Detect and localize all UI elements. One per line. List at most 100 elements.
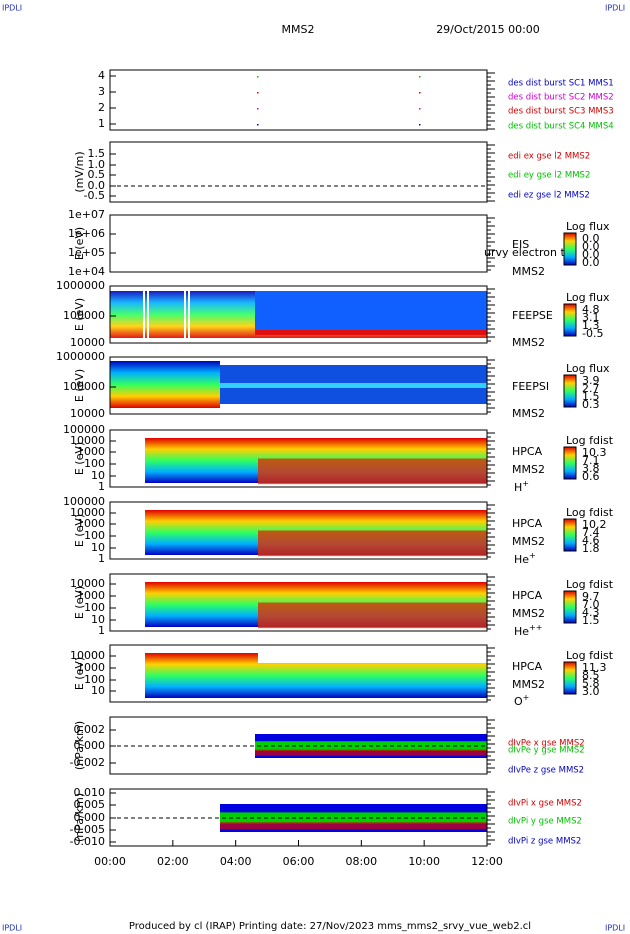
y-tick-label: 10000 [70,434,105,447]
y-tick-label: 1e+05 [68,246,105,259]
y-tick-label: 100 [84,673,105,686]
panel-frame [109,214,488,273]
y-tick-label: -0.010 [70,835,105,848]
y-tick-label: 0.5 [88,168,106,181]
burst-dot [419,124,421,126]
y-label: E (eV) [73,657,86,690]
x-tick-label: 08:00 [345,855,377,868]
instrument: HPCA [512,517,543,530]
cbar-title: Log flux [566,220,610,233]
legend-entry: edi ez gse l2 MMS2 [508,191,590,201]
y-tick-label: 1.5 [88,147,106,160]
instrument: EIS [512,238,529,251]
y-tick-label: -0.002 [70,756,105,769]
legend-entry: des dist burst SC4 MMS4 [508,122,614,132]
gap [143,291,145,338]
y-tick-label: 1000 [77,661,105,674]
corner-label: IPDLI [2,924,22,933]
spectrogram [258,602,487,629]
y-tick-label: 10 [91,684,105,697]
y-tick-label: 1e+04 [68,265,105,278]
legend-entry: dIvPe x gse MMS2 [508,739,585,749]
cbar-label: 7.1 [582,454,600,467]
y-tick-label: 100000 [63,309,105,322]
legend-entry: dIvPe z gse MMS2 [508,766,584,776]
y-tick-label: 100 [84,457,105,470]
instrument: HPCA [512,660,543,673]
cbar-label: 7.0 [582,598,600,611]
species-charge: + [522,479,529,488]
y-tick-label: 100000 [63,423,105,436]
x-tick-label: 10:00 [408,855,440,868]
legend-entry: des dist burst SC1 MMS1 [508,79,614,89]
spectrogram [258,649,487,663]
y-label: E (eV) [73,369,86,402]
legend-entry: dIvPe y gse MMS2 [508,746,585,756]
cbar-title: Log fdist [566,506,614,519]
spectrogram [258,530,487,557]
y-tick-label: 100000 [63,380,105,393]
y-tick-label: 0.0 [88,179,106,192]
cbar-label: 0.0 [582,232,600,245]
legend-entry: dIvPi y gse MMS2 [508,817,582,827]
panel-frame [109,573,488,632]
y-label: (mV/m) [73,151,86,192]
panel-frame [109,356,488,415]
mission: MMS2 [282,23,315,36]
y-tick-label: 1.0 [88,158,106,171]
corner-label: IPDLI [605,4,625,13]
cbar-title: Log flux [566,362,610,375]
cbar-label: 8.5 [582,669,600,682]
cbar-label: 1.3 [582,319,600,332]
x-tick-label: 02:00 [157,855,189,868]
y-tick-label: 10000 [70,407,105,420]
panel-frame [109,644,488,703]
y-label: E (eV) [73,586,86,619]
spectrogram [220,383,487,388]
y-tick-label: 10 [91,613,105,626]
y-tick-label: 1 [98,480,105,493]
trace [255,749,487,756]
y-tick-label: 1 [98,624,105,637]
cbar-label: 5.8 [582,677,600,690]
y-tick-label: 10000 [70,649,105,662]
species-charge: + [529,551,536,560]
x-tick-label: 04:00 [220,855,252,868]
species: He+ [514,551,536,567]
burst-dot [257,76,259,78]
burst-dot [419,92,421,94]
panel-frame [109,285,488,344]
cbar-label: 3.8 [582,462,600,475]
y-tick-label: 100 [84,529,105,542]
y-tick-label: 1000000 [56,350,105,363]
trace [220,822,487,830]
y-label: (nPa/km) [73,793,86,842]
spectrogram [110,361,220,408]
spectrogram [255,291,487,330]
footer: Produced by cl (IRAP) Printing date: 27/… [129,921,531,932]
colorbar [563,374,577,408]
burst-dot [257,124,259,126]
y-tick-label: 1000 [77,589,105,602]
colorbar [563,661,577,695]
y-tick-label: 10000 [70,577,105,590]
y-tick-label: 10 [91,541,105,554]
spacecraft: MMS2 [512,265,545,278]
cbar-title: Log flux [566,291,610,304]
cbar-label: 10.3 [582,446,607,459]
cbar-label: 0.6 [582,470,600,483]
panel-frame [109,501,488,560]
cbar-label: 3.1 [582,311,600,324]
cbar-title: Log fdist [566,434,614,447]
panel-frame [109,429,488,488]
burst-dot [419,108,421,110]
legend-entry: dIvPi z gse MMS2 [508,837,581,847]
y-tick-label: 10 [91,469,105,482]
date: 29/Oct/2015 00:00 [436,23,540,36]
spacecraft: MMS2 [512,678,545,691]
y-tick-label: 0.000 [74,811,106,824]
y-tick-label: 1e+06 [68,227,105,240]
y-tick-label: 10000 [70,506,105,519]
cbar-label: 0.0 [582,240,600,253]
burst-dot [257,108,259,110]
